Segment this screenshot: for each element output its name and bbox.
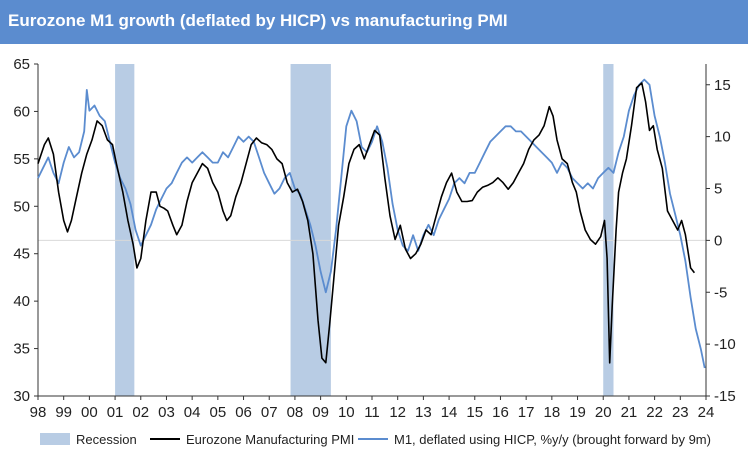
x-tick-label-24: 22 <box>646 404 663 421</box>
x-tick-label-17: 15 <box>466 404 483 421</box>
x-tick-label-9: 07 <box>261 404 278 421</box>
legend-recession-label: Recession <box>76 432 137 447</box>
right-tick-label-2: -5 <box>714 284 727 301</box>
left-tick-label-7: 65 <box>13 56 30 73</box>
legend-m1-label: M1, deflated using HICP, %y/y (brought f… <box>394 432 711 447</box>
x-tick-label-8: 06 <box>235 404 252 421</box>
right-tick-label-1: -10 <box>714 336 736 353</box>
x-tick-label-10: 08 <box>287 404 304 421</box>
x-tick-label-19: 17 <box>518 404 535 421</box>
right-tick-label-5: 10 <box>714 129 731 146</box>
x-tick-label-21: 19 <box>569 404 586 421</box>
left-tick-label-5: 55 <box>13 151 30 168</box>
legend: Recession Eurozone Manufacturing PMI M1, d… <box>40 432 711 447</box>
x-tick-label-12: 10 <box>338 404 355 421</box>
x-tick-label-3: 01 <box>107 404 124 421</box>
left-tick-label-3: 45 <box>13 246 30 263</box>
x-tick-label-6: 04 <box>184 404 201 421</box>
series-lines <box>37 78 706 369</box>
m1-series-line <box>37 78 706 369</box>
x-tick-label-15: 13 <box>415 404 432 421</box>
x-tick-label-11: 09 <box>312 404 329 421</box>
left-tick-label-6: 60 <box>13 103 30 120</box>
chart-title-bar: Eurozone M1 growth (deflated by HICP) vs… <box>0 0 748 44</box>
x-tick-label-18: 16 <box>492 404 509 421</box>
x-tick-label-1: 99 <box>55 404 72 421</box>
pmi-series-line <box>37 82 696 364</box>
recession-bands <box>115 64 614 396</box>
x-tick-label-7: 05 <box>210 404 227 421</box>
right-tick-label-3: 0 <box>714 232 722 249</box>
x-tick-label-25: 23 <box>672 404 689 421</box>
x-tick-label-14: 12 <box>389 404 406 421</box>
x-tick-label-22: 20 <box>595 404 612 421</box>
left-tick-label-0: 30 <box>13 388 30 405</box>
x-tick-label-4: 02 <box>132 404 149 421</box>
x-tick-label-23: 21 <box>621 404 638 421</box>
right-tick-label-4: 5 <box>714 181 722 198</box>
x-tick-label-20: 18 <box>544 404 561 421</box>
legend-pmi-label: Eurozone Manufacturing PMI <box>186 432 354 447</box>
x-tick-label-16: 14 <box>441 404 458 421</box>
right-tick-label-6: 15 <box>714 77 731 94</box>
x-tick-label-26: 24 <box>698 404 715 421</box>
recession-band-2 <box>603 64 614 396</box>
x-tick-label-5: 03 <box>158 404 175 421</box>
x-tick-label-13: 11 <box>364 404 380 421</box>
legend-recession-swatch <box>40 433 70 445</box>
right-tick-label-0: -15 <box>714 388 736 405</box>
left-tick-label-4: 50 <box>13 198 30 215</box>
left-tick-label-2: 40 <box>13 293 30 310</box>
x-tick-label-0: 98 <box>30 404 47 421</box>
recession-band-0 <box>115 64 135 396</box>
x-tick-label-2: 00 <box>81 404 98 421</box>
axes <box>34 63 710 400</box>
left-tick-label-1: 35 <box>13 341 30 358</box>
chart-title: Eurozone M1 growth (deflated by HICP) vs… <box>8 11 508 30</box>
